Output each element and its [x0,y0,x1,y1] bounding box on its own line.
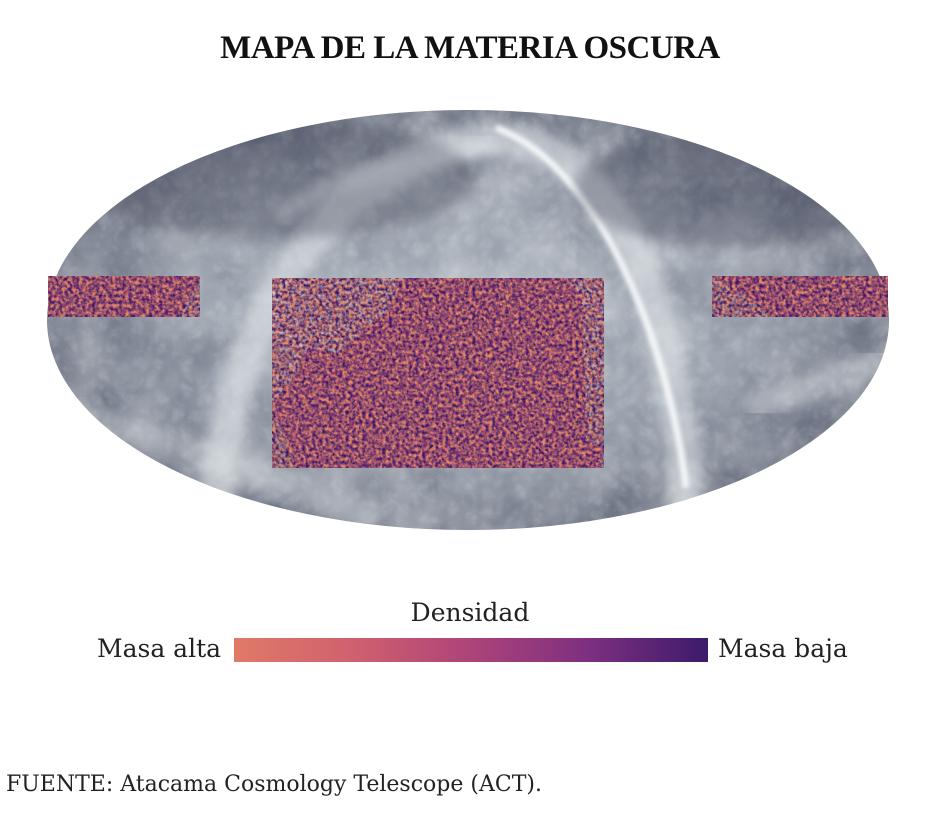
legend-title: Densidad [410,598,530,627]
source-note: FUENTE: Atacama Cosmology Telescope (ACT… [6,772,906,797]
density-overlay [48,276,888,468]
legend-label-low-mass: Masa baja [718,634,848,663]
legend-label-high-mass: Masa alta [97,634,222,663]
source-label: FUENTE: [6,772,114,797]
source-text: Atacama Cosmology Telescope (ACT). [120,772,542,797]
density-colorbar [234,638,708,662]
sky-map-svg [47,110,889,530]
dark-matter-sky-map [46,108,890,532]
page-title: MAPA DE LA MATERIA OSCURA [220,30,720,66]
